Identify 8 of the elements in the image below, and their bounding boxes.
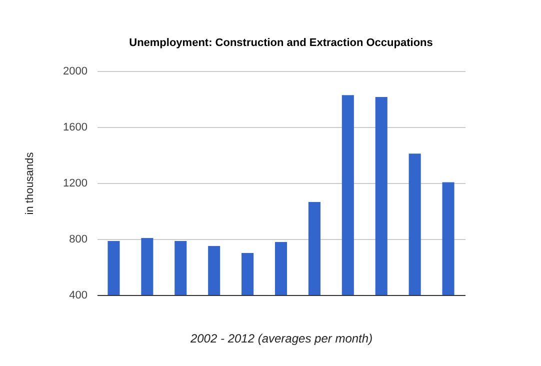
- y-tick-label: 400: [69, 290, 88, 302]
- y-tick-label: 1600: [63, 122, 88, 134]
- y-tick-label: 1200: [63, 178, 88, 190]
- y-axis-title: in thousands: [24, 152, 36, 215]
- y-tick-label: 800: [69, 234, 88, 246]
- y-tick-label: 2000: [63, 66, 88, 78]
- chart-title: Unemployment: Construction and Extraction Occupations: [129, 37, 433, 49]
- x-axis-title: 2002 - 2012 (averages per month): [189, 332, 373, 346]
